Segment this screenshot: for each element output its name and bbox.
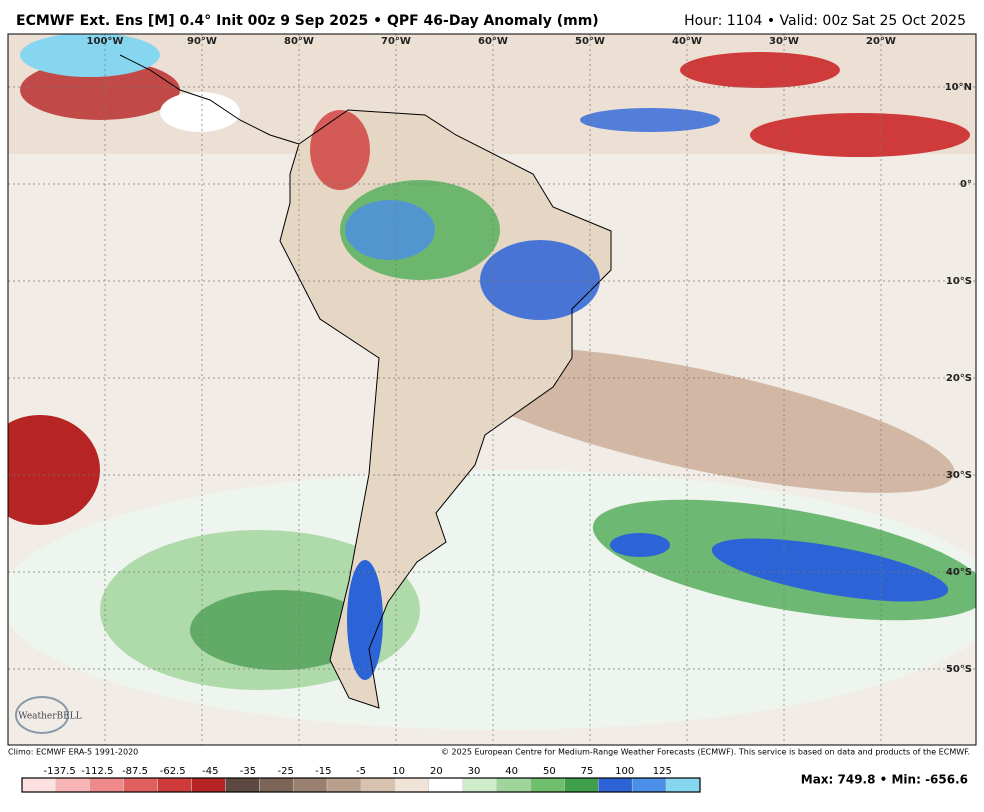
colorbar-label: -62.5 [160,766,186,777]
lon-label: 80°W [284,36,314,47]
lon-label: 40°W [672,36,702,47]
logo-mark [15,696,69,734]
climo-note: Climo: ECMWF ERA-5 1991-2020 [8,748,138,757]
lat-label: 10°S [946,276,972,287]
colorbar-label: 10 [392,766,405,777]
colorbar-swatch [326,777,362,793]
colorbar-label: -15 [315,766,331,777]
colorbar-swatch [665,777,701,793]
colorbar-swatch [259,777,294,793]
colorbar-label: -35 [240,766,256,777]
colorbar-swatch [123,777,158,793]
lon-label: 20°W [866,36,896,47]
colorbar-frame [21,777,701,793]
colorbar-label: 75 [581,766,594,777]
copyright: © 2025 European Centre for Medium-Range … [441,748,970,757]
colorbar-label: -112.5 [81,766,113,777]
lon-label: 30°W [769,36,799,47]
colorbar-swatch [89,777,124,793]
colorbar-label: -5 [356,766,366,777]
colorbar-label: -87.5 [122,766,148,777]
colorbar-swatch [462,777,497,793]
max-min: Max: 749.8 • Min: -656.6 [801,773,968,787]
colorbar-swatch [394,777,430,793]
colorbar-label: 100 [615,766,634,777]
colorbar-swatch [225,777,260,793]
lon-label: 90°W [187,36,217,47]
lat-label: 10°N [945,82,972,93]
colorbar-label: 30 [468,766,481,777]
colorbar-swatch [530,777,565,793]
colorbar-label: 50 [543,766,556,777]
colorbar-swatch [360,777,396,793]
colorbar-swatch [157,777,192,793]
colorbar-label: 40 [505,766,518,777]
colorbar-swatch [496,777,531,793]
colorbar: -137.5 -112.5 -87.5 -62.5 -45 -35 -25 -15 -5 10 20… [21,766,701,793]
colorbar-label: -137.5 [44,766,76,777]
colorbar-label: 20 [430,766,443,777]
lon-label: 50°W [575,36,605,47]
colorbar-label: -25 [277,766,293,777]
lon-label: 100°W [87,36,124,47]
colorbar-swatch [21,777,57,793]
colorbar-swatch [292,777,328,793]
lat-label: 50°S [946,664,972,675]
lat-label: 40°S [946,567,972,578]
title: ECMWF Ext. Ens [M] 0.4° Init 00z 9 Sep 2… [16,13,599,29]
colorbar-swatch [598,777,633,793]
lat-label: 20°S [946,373,972,384]
colorbar-label: -45 [202,766,218,777]
lon-label: 60°W [478,36,508,47]
lat-label: 30°S [946,470,972,481]
colorbar-swatch [55,777,91,793]
map: 100°W 90°W 80°W 70°W 60°W 50°W 40°W 30°W… [7,33,977,746]
colorbar-swatch [428,777,463,793]
lon-label: 70°W [381,36,411,47]
graticule [8,34,976,745]
colorbar-swatch [191,777,226,793]
colorbar-label: 125 [653,766,672,777]
lat-label: 0° [960,179,972,190]
logo: WeatherBELL [18,712,81,722]
colorbar-swatch [564,777,599,793]
colorbar-swatch [631,777,667,793]
valid-time: Hour: 1104 • Valid: 00z Sat 25 Oct 2025 [684,13,966,29]
